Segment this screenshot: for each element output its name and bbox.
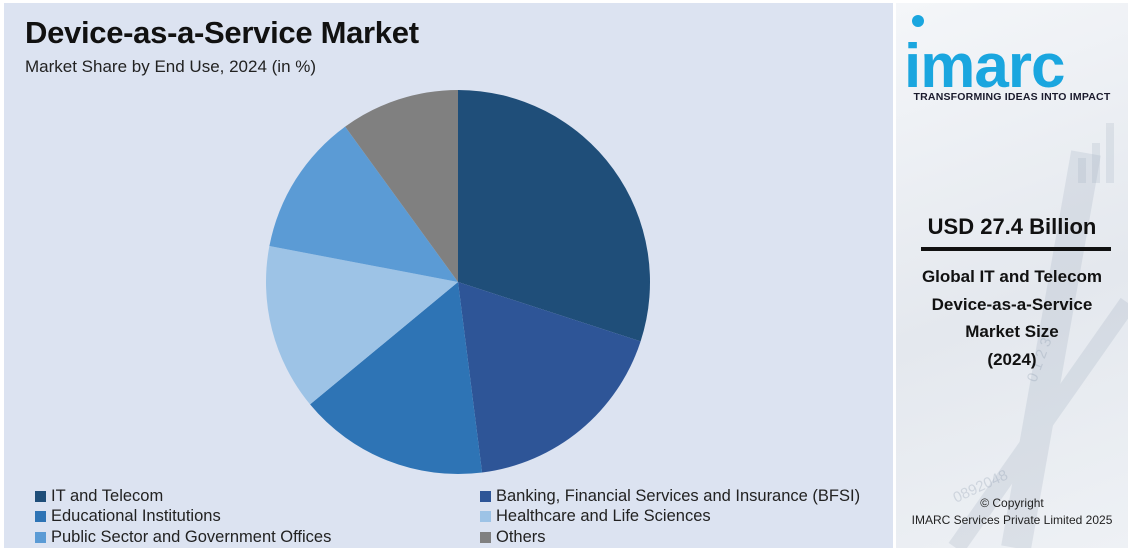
- copyright-notice: © Copyright IMARC Services Private Limit…: [896, 495, 1128, 529]
- copyright-line: IMARC Services Private Limited 2025: [911, 513, 1113, 527]
- legend-label: Others: [496, 527, 546, 546]
- market-description-line: (2024): [987, 349, 1037, 369]
- legend-swatch: [35, 531, 46, 543]
- legend-label: Banking, Financial Services and Insuranc…: [496, 486, 861, 505]
- market-description-line: Global IT and Telecom: [921, 267, 1103, 286]
- pie-slice-1: [458, 282, 641, 473]
- logo-graphic: imarc: [904, 15, 1065, 101]
- market-value: USD 27.4 Billion: [927, 214, 1097, 239]
- legend-swatch: [480, 490, 491, 502]
- market-description-line: Market Size: [965, 322, 1059, 341]
- legend-label: IT and Telecom: [51, 486, 164, 505]
- chart-title: Device-as-a-Service Market: [25, 15, 419, 50]
- pie-slice-4: [269, 126, 458, 283]
- legend-item: Public Sector and Government Offices: [35, 527, 480, 548]
- legend-swatch: [480, 531, 491, 543]
- market-description-line: Device-as-a-Service: [931, 294, 1093, 314]
- chart-legend: IT and Telecom Banking, Financial Service…: [35, 486, 885, 548]
- pie-slice-5: [345, 90, 458, 282]
- legend-label: Educational Institutions: [51, 507, 221, 526]
- legend-swatch: [35, 511, 46, 523]
- legend-item: Banking, Financial Services and Insuranc…: [480, 486, 885, 507]
- legend-swatch: [480, 511, 491, 523]
- background-decoration: 0 1 2 3 0892048: [948, 123, 1128, 548]
- pie-slice-2: [310, 282, 483, 474]
- legend-item: Healthcare and Life Sciences: [480, 507, 885, 528]
- side-panel: 0 1 2 3 0892048 imarc TRANSFORMING IDEAS…: [896, 3, 1128, 548]
- pie-slice-3: [266, 246, 458, 405]
- legend-label: Public Sector and Government Offices: [51, 527, 332, 546]
- pie-slice-0: [458, 90, 650, 342]
- imarc-logo: imarc: [904, 13, 1120, 101]
- logo-text: imarc: [904, 32, 1064, 93]
- legend-item: IT and Telecom: [35, 486, 480, 507]
- market-description: Global IT and Telecom Device-as-a-Servic…: [896, 263, 1128, 373]
- brand-tagline: TRANSFORMING IDEAS INTO IMPACT: [913, 91, 1111, 103]
- pie-chart: [266, 90, 650, 474]
- chart-panel: Device-as-a-Service Market Market Share …: [4, 3, 893, 548]
- legend-item: Others: [480, 527, 885, 548]
- chart-subtitle: Market Share by End Use, 2024 (in %): [25, 57, 317, 76]
- value-divider: [921, 247, 1111, 251]
- legend-label: Healthcare and Life Sciences: [496, 507, 711, 526]
- legend-item: Educational Institutions: [35, 507, 480, 528]
- legend-swatch: [35, 490, 46, 502]
- copyright-line: © Copyright: [980, 496, 1044, 510]
